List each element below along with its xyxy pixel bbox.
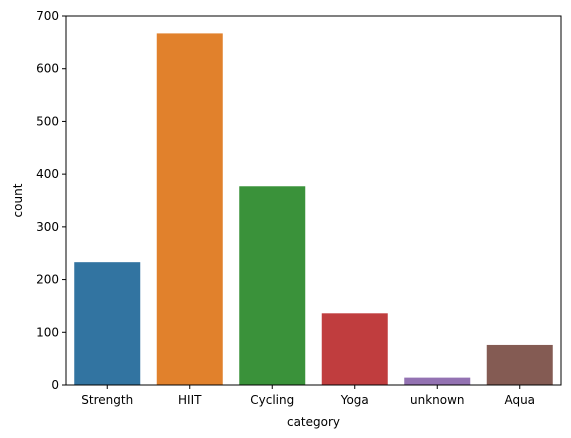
y-tick-label: 100 (36, 325, 59, 339)
x-axis: Strength HIIT Cycling Yoga unknown Aqua (81, 385, 535, 407)
x-tick-label: Yoga (340, 393, 369, 407)
x-tick-label: HIIT (178, 393, 202, 407)
bar-aqua (486, 344, 553, 385)
x-tick-label: Strength (81, 393, 133, 407)
bars-group (74, 33, 553, 385)
y-tick-label: 200 (36, 273, 59, 287)
y-tick-label: 0 (51, 378, 59, 392)
bar-unknown (404, 377, 471, 385)
bar-cycling (239, 186, 306, 385)
x-tick-label: Aqua (504, 393, 535, 407)
x-tick-label: Cycling (250, 393, 294, 407)
y-tick-label: 600 (36, 62, 59, 76)
y-tick-label: 400 (36, 167, 59, 181)
y-tick-label: 500 (36, 114, 59, 128)
bar-yoga (321, 313, 388, 385)
bar-strength (74, 262, 141, 385)
y-axis-label: count (11, 183, 25, 217)
bar-hiit (156, 33, 223, 385)
y-axis: 0 100 200 300 400 500 600 700 (36, 9, 66, 392)
y-tick-label: 700 (36, 9, 59, 23)
y-tick-label: 300 (36, 220, 59, 234)
plot-frame (65, 15, 562, 386)
x-axis-label: category (287, 415, 340, 429)
x-tick-label: unknown (410, 393, 465, 407)
